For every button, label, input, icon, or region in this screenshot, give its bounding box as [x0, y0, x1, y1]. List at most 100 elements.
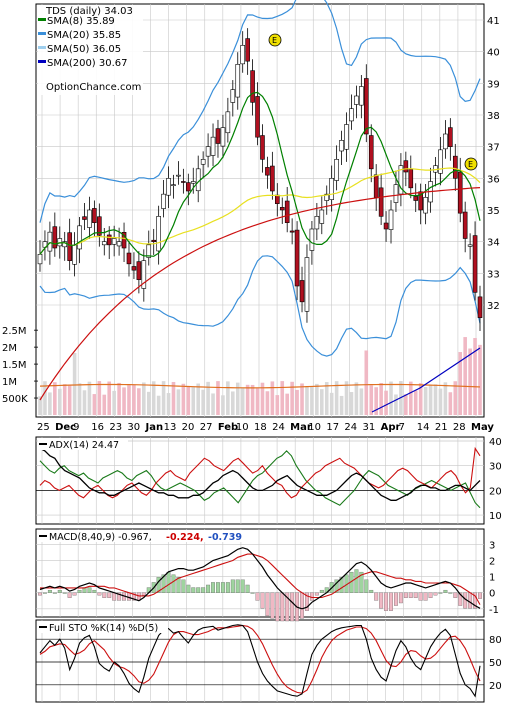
candle-down — [462, 211, 468, 239]
candle-up — [398, 165, 404, 195]
volume-bar — [384, 390, 388, 415]
candle-down — [121, 232, 127, 249]
candle-up — [349, 108, 354, 122]
volume-bar — [161, 381, 166, 415]
plus-di-line — [39, 446, 481, 499]
candle-down — [245, 38, 250, 62]
y-tick-label: 10 — [489, 511, 502, 522]
y-tick-label: 41 — [487, 16, 500, 27]
candle-down — [275, 194, 280, 204]
y-tick-label: 30 — [489, 462, 502, 473]
x-tick-label: 7 — [399, 422, 405, 433]
volume-bar — [324, 382, 329, 415]
volume-bar — [67, 385, 72, 415]
bollinger-bands — [39, 0, 481, 357]
macd-histogram-bar — [97, 592, 102, 596]
bollinger-upper-band — [39, 0, 481, 223]
x-tick-label: Feb — [218, 422, 238, 433]
candle-up — [359, 86, 364, 106]
price-candles — [37, 28, 483, 332]
candle-down — [92, 208, 97, 223]
volume-bar — [270, 381, 275, 415]
volume-bar — [77, 383, 82, 415]
volume-bar — [38, 396, 42, 415]
x-tick-label: 28 — [453, 422, 466, 433]
candle-up — [235, 64, 241, 98]
macd-histogram-bar — [181, 579, 186, 593]
candle-up — [156, 216, 161, 252]
adx-lines — [39, 446, 481, 509]
volume-bar — [300, 383, 304, 415]
macd-histogram-bar — [245, 584, 250, 593]
x-tick-label: 14 — [417, 422, 430, 433]
macd-histogram-bar — [77, 589, 82, 593]
legend-swatch — [38, 46, 46, 49]
volume-bar — [107, 381, 112, 415]
volume-bar — [82, 390, 87, 415]
candle-down — [477, 296, 483, 318]
candle-down — [270, 165, 275, 192]
volume-bar — [245, 384, 250, 415]
candle-down — [181, 181, 186, 183]
x-tick-label: 16 — [91, 422, 104, 433]
candle-down — [215, 128, 221, 144]
candle-down — [294, 229, 300, 287]
macd-histogram-bar — [418, 592, 423, 601]
candle-down — [457, 171, 463, 214]
volume-bar — [433, 384, 438, 415]
volume-bar — [280, 381, 285, 415]
adx-label: ADX(14) 24.47 — [49, 440, 119, 451]
macd-histogram-bar — [206, 584, 211, 593]
volume-bar — [354, 382, 359, 415]
volume-bar — [443, 382, 448, 415]
x-tick-label: 25 — [37, 422, 50, 433]
macd-histogram-bar — [52, 592, 57, 594]
candle-down — [265, 167, 270, 176]
macd-histogram-bar — [166, 571, 171, 593]
macd-label-box — [38, 530, 248, 542]
macd-histogram-bar — [453, 592, 458, 598]
volume-bar — [201, 389, 205, 415]
adx-line — [39, 447, 481, 501]
macd-histogram-bar — [67, 592, 72, 598]
candle-down — [403, 160, 409, 173]
macd-histogram-bar — [260, 592, 265, 609]
volume-tick-label: 500K — [2, 394, 28, 405]
candle-up — [210, 136, 216, 156]
candle-up — [240, 45, 245, 65]
x-tick-label: Apr — [381, 422, 401, 433]
volume-bar — [408, 381, 413, 415]
y-tick-label: 80 — [489, 635, 502, 646]
macd-histogram-bar — [156, 577, 161, 593]
volume-bar — [319, 389, 324, 415]
sma8-line — [39, 91, 481, 257]
macd-histogram-bar — [433, 592, 438, 596]
volume-bar — [458, 352, 463, 415]
macd-histogram-bar — [369, 589, 374, 593]
macd-histogram-bar — [443, 589, 448, 593]
x-tick-label: 21 — [435, 422, 448, 433]
volume-bar — [151, 381, 156, 415]
candle-up — [171, 184, 176, 186]
y-tick-label: 50 — [489, 658, 502, 669]
x-tick-label: 10 — [236, 422, 249, 433]
y-tick-label: 38 — [487, 111, 500, 122]
macd-histogram-bar — [117, 592, 122, 601]
macd-histogram-bar — [112, 592, 117, 601]
candle-up — [344, 124, 349, 150]
candle-up — [200, 159, 206, 165]
macd-hist-value: -0.739 — [208, 532, 242, 543]
x-tick-label: 9 — [73, 422, 79, 433]
stochastic-lines — [39, 624, 481, 698]
volume-bar — [329, 392, 334, 415]
macd-histogram-bar — [438, 592, 443, 594]
candle-down — [186, 182, 191, 192]
macd-histogram-bar — [359, 571, 364, 593]
macd-histogram-bar — [42, 592, 47, 594]
volume-bar — [231, 391, 235, 415]
volume-bar — [349, 392, 354, 415]
macd-histogram-bar — [250, 592, 255, 594]
candle-down — [284, 200, 290, 223]
macd-histogram-bar — [403, 592, 408, 598]
